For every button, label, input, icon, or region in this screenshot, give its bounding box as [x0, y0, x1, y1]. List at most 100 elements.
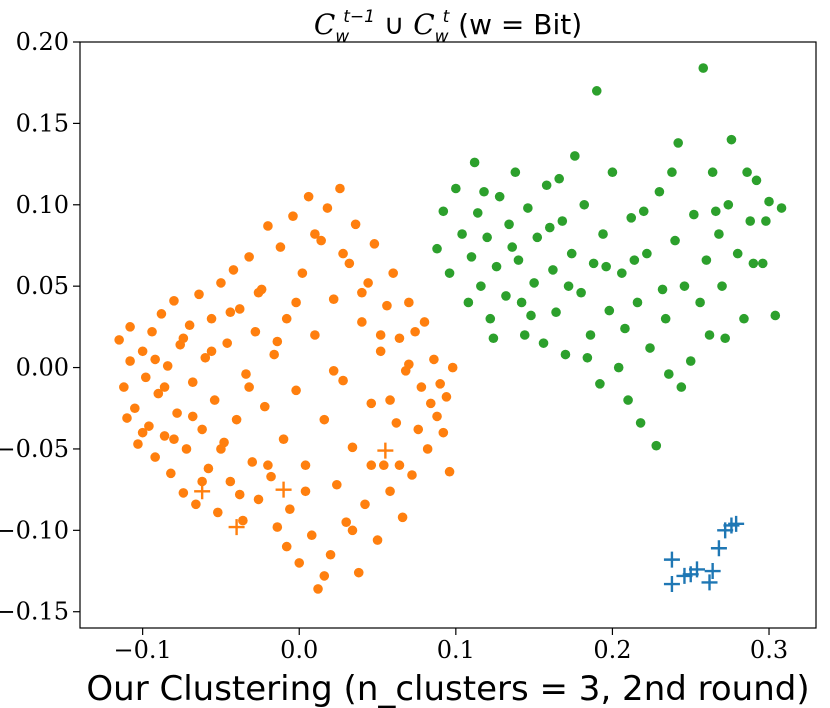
- point-marker: [357, 287, 367, 298]
- point-marker: [297, 268, 308, 278]
- point-marker: [707, 167, 718, 178]
- point-marker: [206, 346, 217, 357]
- point-marker: [122, 413, 132, 423]
- y-tick-label: −0.15: [0, 598, 69, 626]
- point-marker: [651, 440, 662, 451]
- point-marker: [335, 183, 345, 194]
- point-marker: [664, 369, 674, 379]
- point-marker: [353, 567, 364, 578]
- point-marker: [604, 305, 615, 316]
- point-marker: [435, 379, 445, 389]
- point-marker: [344, 258, 355, 269]
- point-marker: [613, 362, 624, 373]
- point-marker: [231, 414, 242, 425]
- point-marker: [200, 352, 211, 363]
- point-marker: [187, 411, 198, 422]
- point-marker: [673, 138, 683, 148]
- point-marker: [322, 203, 333, 213]
- y-tick-label: 0.05: [16, 272, 69, 300]
- y-tick-label: 0.20: [16, 28, 69, 56]
- point-marker: [216, 278, 226, 288]
- point-marker: [676, 382, 687, 392]
- point-marker: [338, 375, 348, 386]
- point-marker: [332, 479, 342, 490]
- point-marker: [617, 268, 627, 278]
- point-marker: [526, 310, 536, 321]
- point-marker: [623, 395, 633, 405]
- point-marker: [642, 248, 652, 259]
- point-marker: [751, 175, 762, 186]
- point-marker: [197, 424, 207, 435]
- point-marker: [507, 242, 518, 252]
- point-plus-marker: [704, 563, 721, 580]
- point-marker: [538, 338, 549, 348]
- point-marker: [213, 507, 223, 518]
- x-tick-label: 0.0: [280, 636, 318, 664]
- point-marker: [250, 326, 261, 337]
- point-marker: [425, 398, 436, 409]
- point-marker: [241, 369, 251, 379]
- point-marker: [570, 151, 580, 161]
- point-marker: [695, 297, 705, 308]
- point-marker: [285, 504, 295, 514]
- point-marker: [776, 203, 787, 213]
- point-marker: [363, 278, 373, 288]
- point-marker: [548, 265, 558, 275]
- point-marker: [269, 349, 279, 360]
- point-marker: [388, 268, 398, 278]
- point-marker: [338, 248, 348, 259]
- point-marker: [266, 471, 276, 482]
- point-marker: [472, 208, 483, 218]
- point-marker: [150, 452, 160, 462]
- point-marker: [510, 167, 521, 178]
- point-marker: [156, 309, 167, 319]
- point-marker: [291, 297, 301, 308]
- point-marker: [422, 444, 433, 454]
- point-marker: [133, 439, 143, 449]
- point-marker: [519, 330, 530, 340]
- point-marker: [278, 434, 289, 444]
- point-marker: [457, 229, 467, 239]
- point-marker: [566, 248, 577, 259]
- point-marker: [770, 310, 781, 321]
- point-marker: [281, 541, 292, 552]
- x-axis: −0.1 0.0 0.1 0.2 0.3: [113, 628, 788, 664]
- point-marker: [657, 284, 668, 295]
- point-marker: [234, 304, 245, 314]
- point-marker: [544, 222, 555, 233]
- point-marker: [294, 558, 305, 568]
- series-cluster-blue: [663, 515, 745, 593]
- point-marker: [385, 486, 395, 497]
- point-marker: [513, 255, 524, 265]
- point-marker: [253, 494, 264, 505]
- point-marker: [764, 196, 774, 207]
- point-marker: [579, 199, 590, 210]
- point-marker: [632, 297, 643, 308]
- point-marker: [253, 287, 264, 298]
- point-marker: [178, 488, 189, 498]
- point-marker: [626, 213, 637, 223]
- point-marker: [726, 134, 737, 145]
- point-marker: [225, 476, 236, 487]
- series-cluster-orange: [114, 183, 458, 594]
- point-marker: [228, 265, 239, 275]
- point-marker: [375, 346, 386, 357]
- point-marker: [144, 421, 154, 431]
- point-marker: [463, 297, 474, 308]
- point-marker: [187, 377, 198, 388]
- point-marker: [263, 221, 273, 231]
- point-marker: [432, 243, 442, 254]
- point-marker: [447, 362, 458, 373]
- point-marker: [620, 323, 630, 334]
- point-marker: [576, 287, 586, 298]
- point-marker: [125, 356, 135, 366]
- point-marker: [347, 442, 358, 453]
- point-marker: [347, 525, 358, 536]
- point-marker: [529, 278, 539, 288]
- point-marker: [328, 366, 339, 376]
- point-marker: [328, 294, 339, 304]
- point-marker: [704, 330, 715, 340]
- point-marker: [469, 157, 480, 168]
- point-marker: [238, 515, 248, 526]
